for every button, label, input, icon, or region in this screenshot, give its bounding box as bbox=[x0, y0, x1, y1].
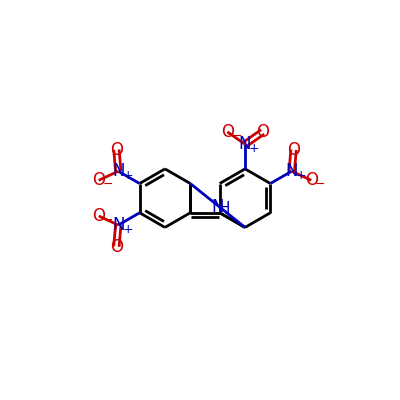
Text: N: N bbox=[239, 135, 251, 153]
Text: N: N bbox=[212, 198, 224, 216]
Text: O: O bbox=[92, 171, 105, 189]
Text: −: − bbox=[231, 130, 242, 142]
Text: O: O bbox=[305, 171, 318, 189]
Text: O: O bbox=[110, 238, 123, 256]
Text: O: O bbox=[92, 207, 105, 225]
Text: −: − bbox=[102, 214, 113, 227]
Text: O: O bbox=[221, 123, 234, 141]
Text: +: + bbox=[249, 142, 260, 155]
Text: N: N bbox=[112, 216, 124, 234]
Text: +: + bbox=[122, 169, 133, 182]
Text: N: N bbox=[112, 162, 124, 180]
Text: +: + bbox=[122, 223, 133, 236]
Text: O: O bbox=[110, 141, 123, 159]
Text: N: N bbox=[286, 162, 298, 180]
Text: −: − bbox=[315, 178, 326, 191]
Text: −: − bbox=[102, 178, 113, 191]
Text: O: O bbox=[256, 123, 269, 141]
Text: H: H bbox=[218, 201, 230, 216]
Text: O: O bbox=[287, 141, 300, 159]
Text: +: + bbox=[296, 169, 306, 182]
